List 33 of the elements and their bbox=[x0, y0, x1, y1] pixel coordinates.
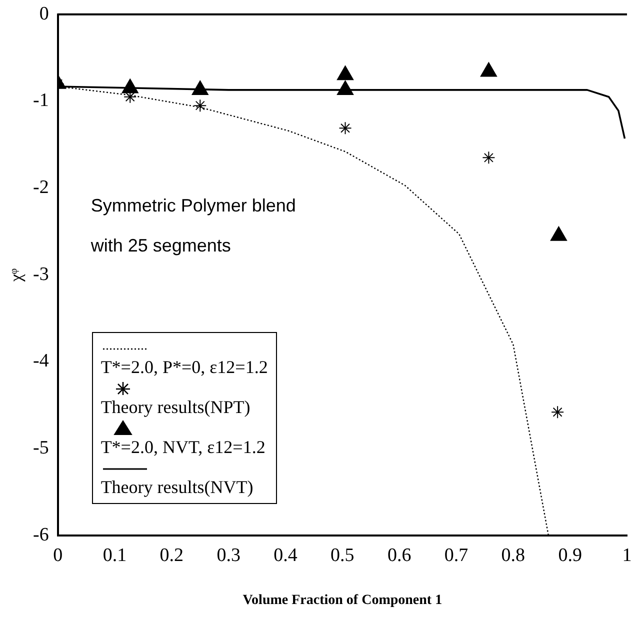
x-tick-label: 0.9 bbox=[558, 544, 582, 566]
x-tick-label: 0.7 bbox=[444, 544, 468, 566]
legend-label: Theory results(NVT) bbox=[100, 476, 254, 500]
x-axis-title: Volume Fraction of Component 1 bbox=[242, 593, 442, 608]
point bbox=[122, 78, 138, 94]
annotation: with 25 segments bbox=[90, 235, 231, 256]
y-tick-label: 0 bbox=[39, 3, 49, 24]
legend-label: Theory results(NPT) bbox=[100, 396, 252, 420]
annotation: Symmetric Polymer blend bbox=[90, 195, 296, 216]
x-tick-label: 0.2 bbox=[160, 544, 184, 566]
x-tick-label: 0.6 bbox=[387, 544, 412, 566]
x-tick-label: 0.4 bbox=[274, 544, 298, 566]
x-tick-label: 1 bbox=[622, 544, 632, 566]
legend-label: T*=2.0, NVT, ε12=1.2 bbox=[100, 436, 266, 460]
point bbox=[551, 406, 564, 419]
x-tick-label: 0.8 bbox=[501, 544, 526, 566]
y-tick-label: -1 bbox=[33, 90, 49, 112]
legend-label: T*=2.0, P*=0, ε12=1.2 bbox=[100, 356, 268, 380]
x-tick-label: 0.5 bbox=[330, 544, 354, 566]
point bbox=[336, 80, 354, 95]
y-tick-label: -2 bbox=[33, 177, 49, 198]
y-axis-title: χᵠ bbox=[6, 268, 27, 282]
x-tick-label: 0.3 bbox=[216, 544, 240, 566]
point bbox=[480, 62, 497, 77]
x-tick-label: 0 bbox=[53, 544, 63, 566]
point bbox=[192, 80, 208, 95]
y-tick-label: -3 bbox=[33, 264, 49, 285]
y-tick-label: -4 bbox=[33, 350, 50, 372]
x-tick-label: 0.1 bbox=[102, 544, 127, 566]
y-tick-label: -6 bbox=[33, 524, 49, 546]
point bbox=[336, 66, 354, 80]
y-tick-label: -5 bbox=[33, 438, 49, 459]
point bbox=[550, 226, 567, 241]
